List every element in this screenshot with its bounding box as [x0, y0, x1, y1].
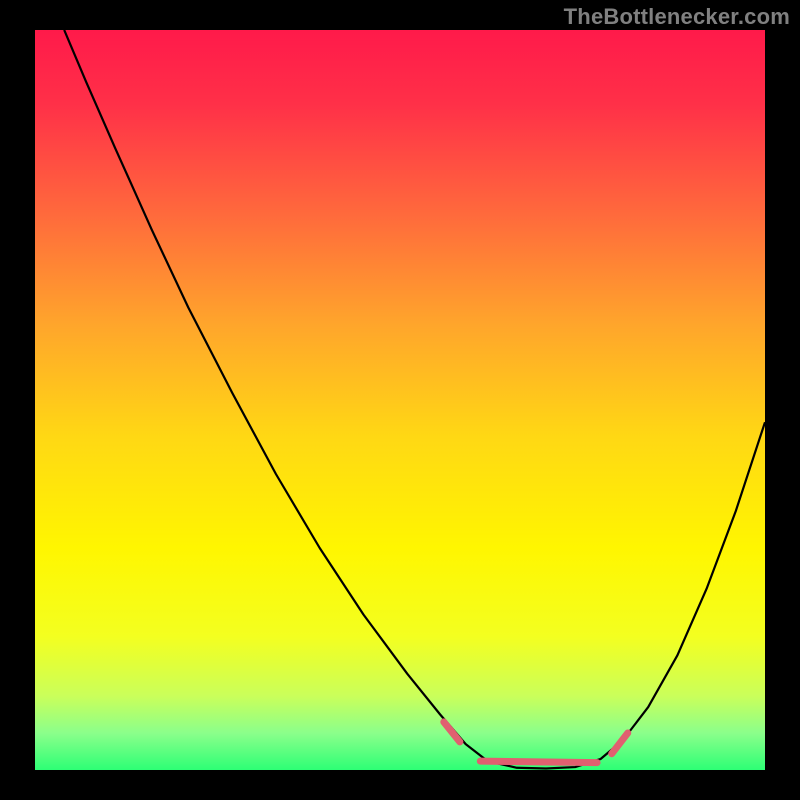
highlight-segment: [480, 761, 597, 762]
watermark-text: TheBottlenecker.com: [564, 4, 790, 30]
gradient-background: [35, 30, 765, 770]
plot-area: [35, 30, 765, 770]
chart-frame: TheBottlenecker.com: [0, 0, 800, 800]
plot-svg: [35, 30, 765, 770]
